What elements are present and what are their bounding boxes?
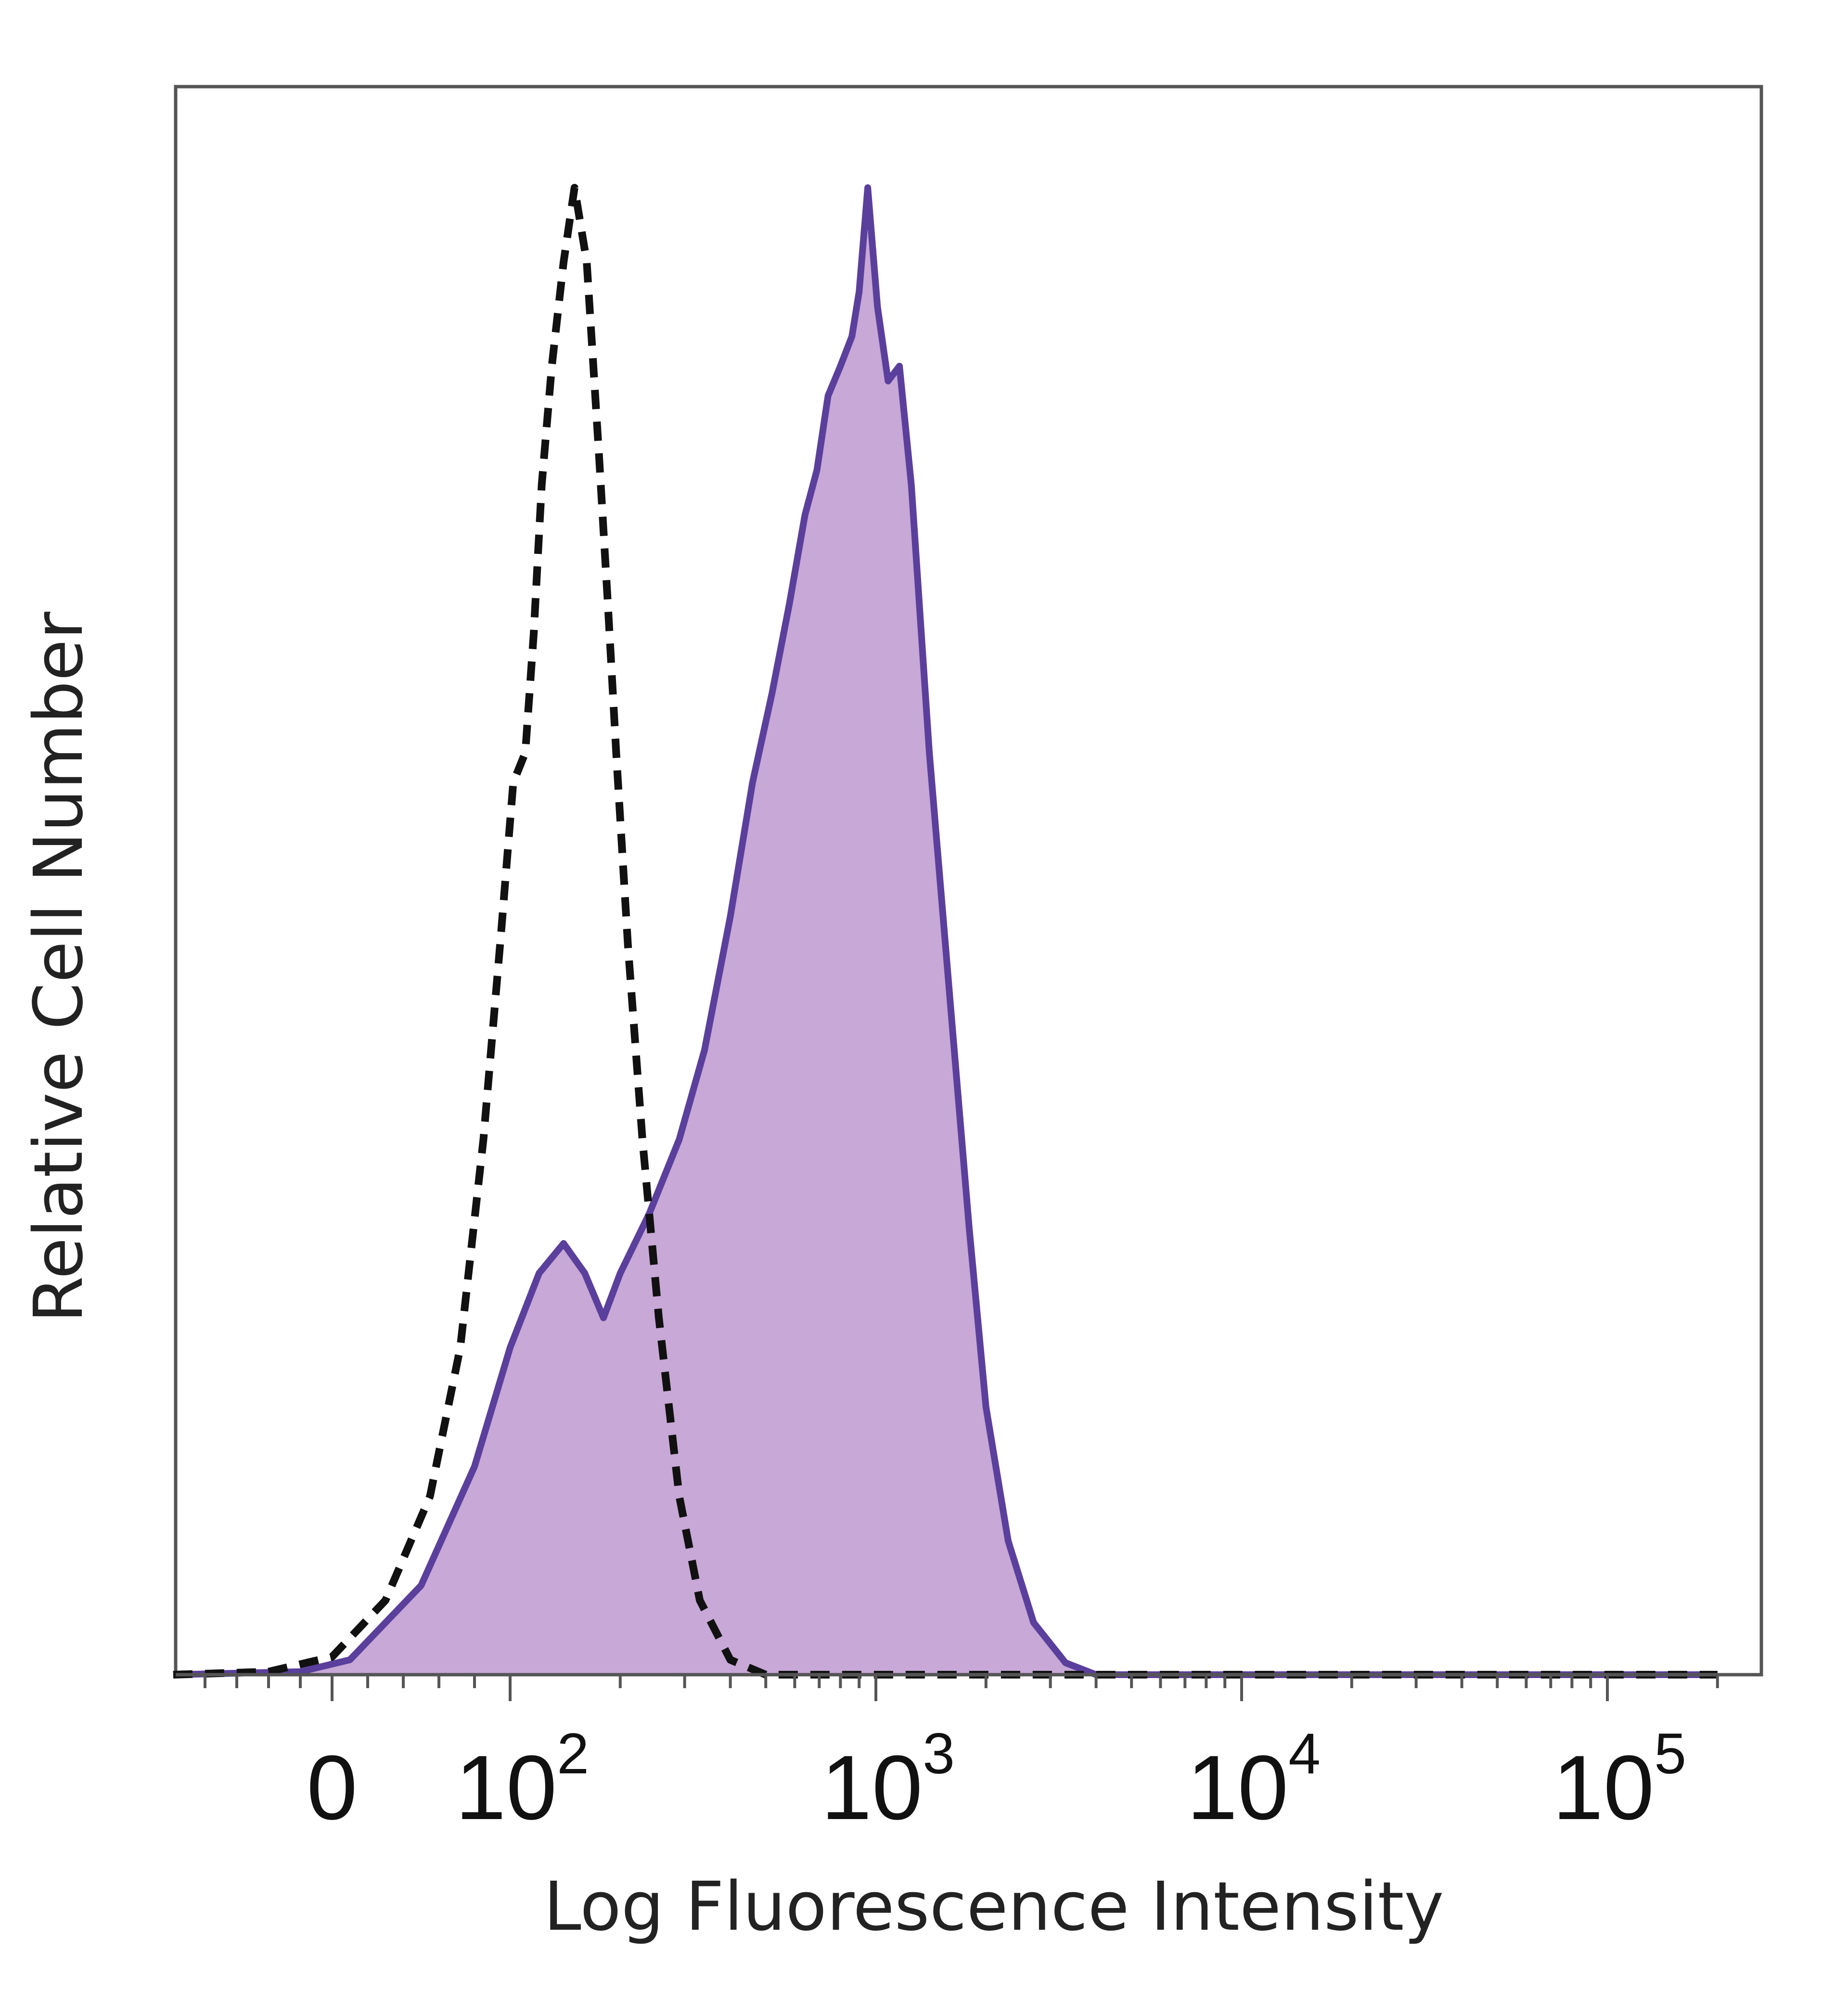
stained-series-fill bbox=[173, 188, 1718, 1675]
x-tick-layer: 0 102 103 104 105 bbox=[204, 1675, 1719, 1839]
series-layer bbox=[173, 184, 1718, 1679]
x-tick-label: 103 bbox=[821, 1721, 955, 1839]
x-tick-label: 104 bbox=[1187, 1721, 1321, 1839]
x-tick-label: 0 bbox=[307, 1737, 358, 1839]
control-series-line bbox=[173, 184, 1718, 1679]
x-tick-label: 102 bbox=[455, 1721, 589, 1839]
stained-series-line bbox=[173, 184, 1718, 1678]
x-tick-label: 105 bbox=[1553, 1721, 1686, 1839]
x-axis-title: Log Fluorescence Intensity bbox=[544, 1868, 1444, 1946]
y-axis-title: Relative Cell Number bbox=[20, 612, 98, 1323]
